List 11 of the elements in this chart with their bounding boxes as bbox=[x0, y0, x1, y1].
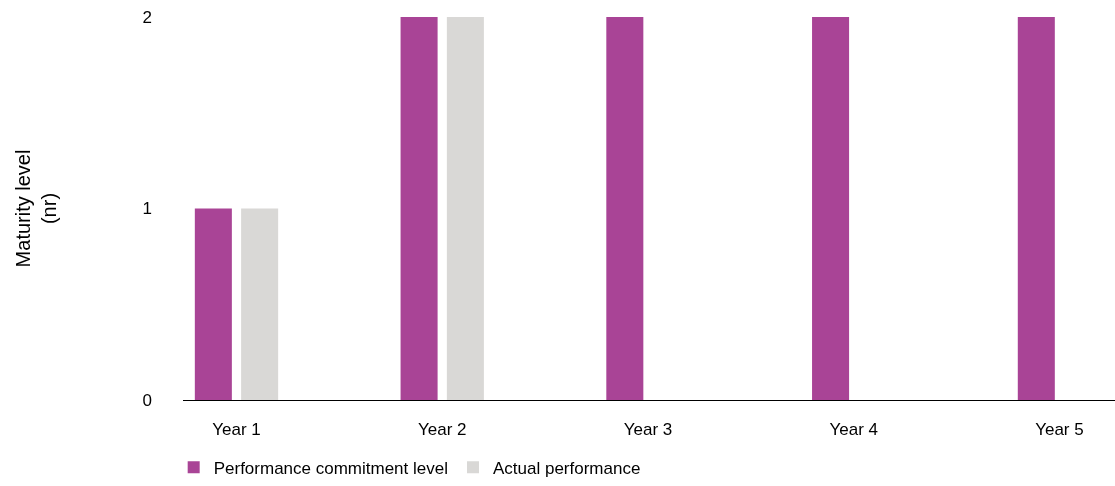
y-axis-title: Maturity level (nr) bbox=[12, 149, 61, 268]
x-tick-label: Year 3 bbox=[623, 420, 673, 440]
y-tick-label: 2 bbox=[142, 7, 152, 27]
y-tick-label: 0 bbox=[142, 390, 152, 410]
x-tick-label: Year 5 bbox=[1035, 420, 1084, 440]
x-tick-label: Year 2 bbox=[417, 420, 467, 440]
legend-label: Performance commitment level bbox=[213, 458, 448, 478]
legend-label: Actual performance bbox=[492, 458, 641, 478]
y-tick-label: 1 bbox=[142, 199, 152, 219]
x-tick-label: Year 1 bbox=[212, 420, 261, 440]
x-tick-label: Year 4 bbox=[829, 420, 878, 440]
